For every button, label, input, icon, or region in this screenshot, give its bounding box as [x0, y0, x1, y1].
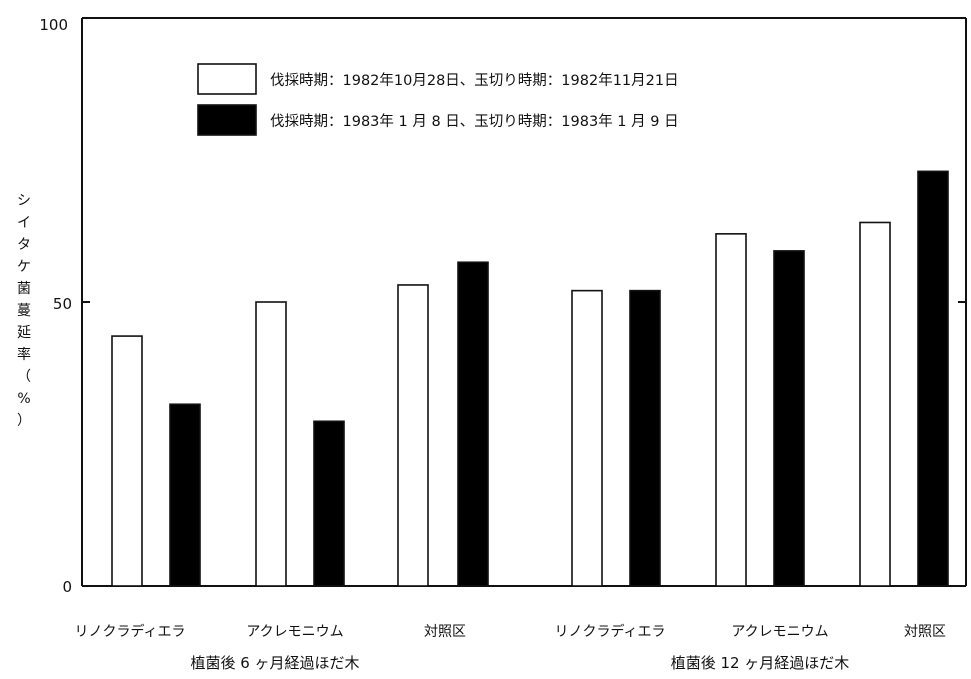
legend-label-black: 伐採時期：1983年 1 月 8 日、玉切り時期：1983年 1 月 9 日 — [270, 113, 679, 130]
bar-series2-cat5 — [773, 250, 805, 587]
legend: 伐採時期：1982年10月28日、玉切り時期：1982年11月21日 伐採時期：… — [197, 63, 679, 136]
y-axis-label-char: タ — [17, 237, 31, 253]
y-axis-label-char: 蔓 — [17, 303, 31, 319]
y-axis-label-char: （ — [17, 369, 31, 385]
bar-series2-cat2 — [313, 420, 345, 587]
y-tick-label-0: 0 — [62, 578, 72, 596]
category-label-g1-2: アクレモニウム — [246, 624, 343, 640]
category-label-g1-3: 対照区 — [424, 624, 466, 640]
legend-swatch-black — [197, 104, 257, 136]
y-axis-label-char: ） — [17, 413, 31, 429]
y-axis-label-char: 延 — [17, 325, 31, 341]
bar-series1-cat1 — [111, 335, 143, 587]
y-axis-label-char: ケ — [17, 259, 31, 275]
bar-series1-cat5 — [715, 233, 747, 587]
y-axis-label-char: 菌 — [17, 281, 31, 297]
category-label-g2-1: リノクラディエラ — [554, 623, 665, 640]
group-label-12-months: 植菌後 12 ヶ月経過ほだ木 — [671, 654, 850, 672]
category-label-g1-1: リノクラディエラ — [74, 623, 185, 640]
y-axis-label-char: イ — [17, 215, 31, 231]
bars — [111, 170, 949, 587]
bar-series1-cat3 — [397, 284, 429, 587]
bar-series1-cat6 — [859, 221, 891, 587]
legend-label-white: 伐採時期：1982年10月28日、玉切り時期：1982年11月21日 — [270, 72, 679, 89]
y-axis-label-char: % — [17, 391, 30, 407]
bar-series2-cat6 — [917, 170, 949, 587]
y-tick-label-50: 50 — [53, 295, 72, 313]
bar-series1-cat4 — [571, 289, 603, 587]
category-label-g2-3: 対照区 — [904, 624, 946, 640]
bar-series1-cat2 — [255, 301, 287, 587]
category-label-g2-2: アクレモニウム — [731, 624, 828, 640]
legend-swatch-white — [197, 63, 257, 95]
y-axis-label-char: シ — [17, 193, 31, 209]
group-label-6-months: 植菌後 6 ヶ月経過ほだ木 — [190, 654, 359, 672]
y-tick-label-100: 100 — [39, 16, 68, 34]
bar-series2-cat1 — [169, 403, 201, 587]
bar-series2-cat4 — [629, 289, 661, 587]
y-axis-label-char: 率 — [17, 346, 31, 363]
bar-series2-cat3 — [457, 261, 489, 587]
